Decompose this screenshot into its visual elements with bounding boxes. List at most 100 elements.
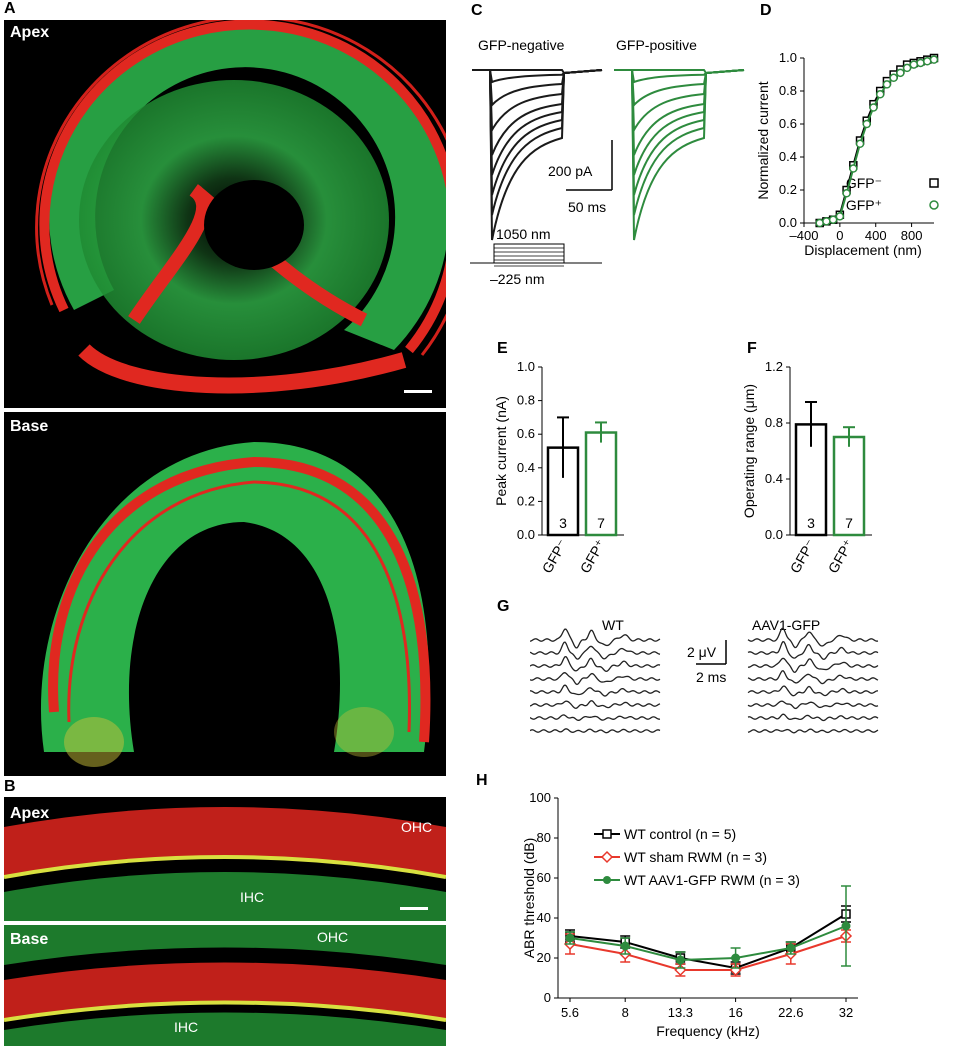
h-legend-label-3: WT AAV1-GFP RWM (n = 3): [624, 872, 800, 888]
wt-waveform-1: [530, 628, 661, 649]
h-ytick-label: 100: [529, 790, 551, 805]
h-legend-label-2: WT sham RWM (n = 3): [624, 849, 767, 865]
d-point-gfp-pos: [923, 57, 932, 66]
scale-current-label: 200 pA: [548, 163, 593, 179]
e-ytick-label: 0.8: [517, 393, 535, 408]
wt-waveform-2: [530, 641, 661, 660]
d-ytick-label: 0.8: [779, 83, 797, 98]
d-ytick-label: 0.6: [779, 116, 797, 131]
gfp-negative-title: GFP-negative: [478, 37, 565, 53]
panel-b-letter: B: [4, 778, 16, 795]
d-point-gfp-pos: [842, 189, 851, 198]
panel-g-letter: G: [497, 598, 510, 615]
ihc-label-apex: IHC: [240, 889, 265, 905]
e-ytick-label: 0.6: [517, 426, 535, 441]
f-category-label-2: GFP⁺: [825, 537, 857, 576]
aav-waveform-2: [747, 640, 879, 661]
ohc-label-apex: OHC: [401, 819, 433, 835]
h-xtick-label: 13.3: [668, 1005, 693, 1020]
wt-abr-waveforms: [530, 628, 661, 734]
d-legend-label-2: GFP⁺: [846, 197, 882, 213]
d-point-gfp-pos: [916, 58, 925, 68]
h-point-aav: [675, 955, 685, 965]
panel-f-letter: F: [747, 340, 757, 357]
d-xlabel: Displacement (nm): [804, 242, 921, 258]
d-ytick-label: 0.4: [779, 149, 797, 164]
aav-waveform-5: [747, 685, 879, 697]
panel-a-letter: A: [4, 0, 16, 17]
gfp-positive-title: GFP-positive: [616, 37, 697, 53]
h-point-aav: [731, 953, 741, 963]
e-n-label-1: 3: [559, 515, 567, 531]
h-legend-marker-1: [602, 829, 612, 839]
panel-d-letter: D: [760, 2, 772, 19]
h-xtick-label: 16: [728, 1005, 742, 1020]
h-point-aav: [620, 941, 630, 951]
d-xtick-label: –400: [790, 228, 819, 243]
apex-micrograph: [35, 20, 446, 394]
h-ytick-label: 20: [537, 950, 551, 965]
aav-waveform-3: [747, 657, 879, 673]
base-label: Base: [10, 418, 49, 435]
aav-waveform-8: [747, 728, 879, 734]
gfp-negative-trace-2: [472, 69, 603, 84]
h-ytick-label: 0: [544, 990, 551, 1005]
d-point-gfp-pos: [875, 90, 885, 99]
h-ytick-label: 80: [537, 830, 551, 845]
d-point-gfp-pos: [815, 218, 824, 228]
h-ytick-label: 60: [537, 870, 551, 885]
d-legend-marker-2: [929, 200, 939, 210]
f-category-label-1: GFP⁻: [787, 537, 819, 576]
d-xtick-label: 800: [901, 228, 923, 243]
e-ytick-label: 0.0: [517, 527, 535, 542]
d-ytick-label: 0.2: [779, 182, 797, 197]
d-xtick-label: 400: [865, 228, 887, 243]
wt-waveform-7: [530, 714, 661, 721]
d-xtick-label: 0: [836, 228, 843, 243]
d-ylabel: Normalized current: [755, 81, 771, 199]
h-line-1: [569, 913, 847, 970]
e-ytick-label: 0.4: [517, 460, 535, 475]
wt-waveform-5: [530, 684, 661, 697]
d-legend-marker-1: [929, 178, 939, 188]
panel-g-abr-traces: WT AAV1-GFP 2 μV 2 ms: [530, 617, 879, 734]
d-point-gfp-pos: [902, 63, 912, 73]
chart-f-operating-range: 0.0 0.4 0.8 1.2 Operating range (μm) 3 GFP⁻ 7 GF…: [741, 359, 872, 576]
e-ytick-label: 1.0: [517, 359, 535, 374]
scale-ms-label: 2 ms: [696, 669, 726, 685]
wt-waveform-3: [530, 655, 661, 672]
h-xlabel: Frequency (kHz): [656, 1023, 759, 1039]
aav-waveform-1: [747, 627, 879, 649]
d-point-gfp-pos: [896, 68, 905, 78]
f-bar-2: [832, 435, 866, 537]
stimulus-protocol: [470, 243, 602, 267]
f-ytick-label: 0.8: [765, 415, 783, 430]
h-ytick-label: 40: [537, 910, 551, 925]
d-ytick-label: 0.0: [779, 215, 797, 230]
gfp-negative-trace-1: [472, 68, 603, 75]
h-point-aav: [786, 943, 796, 953]
e-ylabel: Peak current (nA): [493, 396, 509, 506]
gfp-negative-trace-9: [472, 69, 603, 241]
d-point-gfp-pos: [882, 80, 892, 89]
d-point-gfp-pos: [835, 212, 845, 221]
base-hair-cells: [4, 925, 446, 1046]
f-ytick-label: 0.4: [765, 471, 783, 486]
aav-waveform-4: [747, 670, 879, 685]
wt-waveform-4: [530, 672, 661, 686]
panel-a-apex-image: Apex: [4, 20, 446, 408]
d-point-gfp-pos: [822, 217, 831, 226]
apex-label: Apex: [10, 24, 50, 41]
panel-c-letter: C: [471, 2, 483, 19]
d-point-gfp-pos: [828, 215, 838, 224]
gfp-negative-current-traces: [472, 68, 603, 241]
f-ytick-label: 0.0: [765, 527, 783, 542]
h-legend-marker-3: [603, 876, 611, 884]
chart-e-peak-current: 0.0 0.2 0.4 0.6 0.8 1.0 Peak current (nA) 3 GFP⁻…: [493, 359, 624, 576]
apex-hair-cells: [4, 807, 446, 921]
panel-b-base-image: Base OHC IHC: [4, 925, 446, 1046]
scale-voltage-label: 2 μV: [687, 644, 717, 660]
chart-d-boltzmann: 0.0 0.2 0.4 0.6 0.8 1.0 –400 0 400 800Displacemen…: [755, 50, 939, 258]
d-point-gfp-pos: [909, 60, 919, 69]
d-legend-label-1: GFP⁻: [846, 175, 882, 191]
